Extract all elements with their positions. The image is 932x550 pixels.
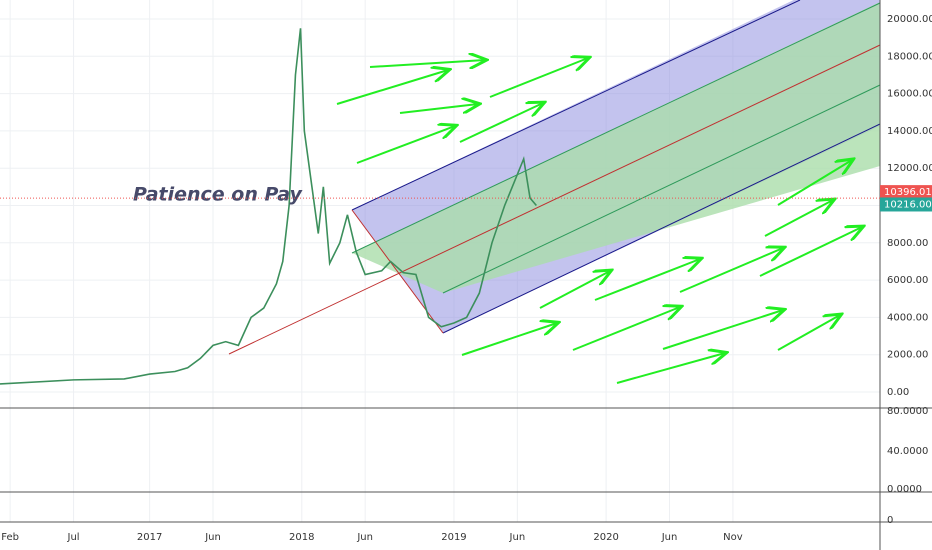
- x-tick-label: Feb: [1, 532, 19, 543]
- y-tick-label: 0.00: [887, 387, 909, 398]
- pitchfork-inner: [352, 2, 880, 293]
- y-tick-label: 4000.00: [887, 312, 928, 323]
- pitchfork-upper: [351, 0, 801, 211]
- x-tick-label: 2018: [289, 532, 314, 543]
- x-tick-label: Jun: [661, 532, 678, 543]
- x-tick-label: Jun: [509, 532, 526, 543]
- arrows: [336, 58, 862, 384]
- y-tick-label: 18000.00: [887, 51, 932, 62]
- price-line: [0, 28, 537, 385]
- price-label-box: [880, 185, 932, 200]
- indicator-tick: 80.0000: [887, 406, 928, 417]
- x-tick-label: 2019: [441, 532, 466, 543]
- x-tick-label: Jun: [356, 532, 373, 543]
- x-tick-label: 2020: [593, 532, 618, 543]
- y-tick-label: 20000.00: [887, 14, 932, 25]
- y-tick-label: 14000.00: [887, 126, 932, 137]
- x-tick-label: 2017: [137, 532, 162, 543]
- y-tick-label: 12000.00: [887, 163, 932, 174]
- price-label-box: [880, 197, 932, 212]
- pitchfork-inner-upper: [351, 2, 881, 254]
- y-tick-label: 16000.00: [887, 89, 932, 100]
- indicator-tick: 0.0000: [887, 484, 922, 495]
- price-label: 10396.01: [884, 187, 932, 198]
- y-tick-label: 8000.00: [887, 238, 928, 249]
- annotation: Patience on Pay: [133, 184, 303, 206]
- y-tick-label: 2000.00: [887, 350, 928, 361]
- indicator-tick: 0: [887, 515, 893, 526]
- pitchfork-inner-lower: [442, 84, 881, 294]
- pitchfork-median: [228, 44, 881, 355]
- y-tick-label: 6000.00: [887, 275, 928, 286]
- x-tick-label: Nov: [723, 532, 743, 543]
- indicator-tick: 40.0000: [887, 446, 928, 457]
- pitchfork-lower: [442, 123, 881, 334]
- x-tick-label: Jul: [67, 532, 80, 543]
- price-label: 10216.00: [884, 199, 932, 210]
- x-tick-label: Jun: [204, 532, 221, 543]
